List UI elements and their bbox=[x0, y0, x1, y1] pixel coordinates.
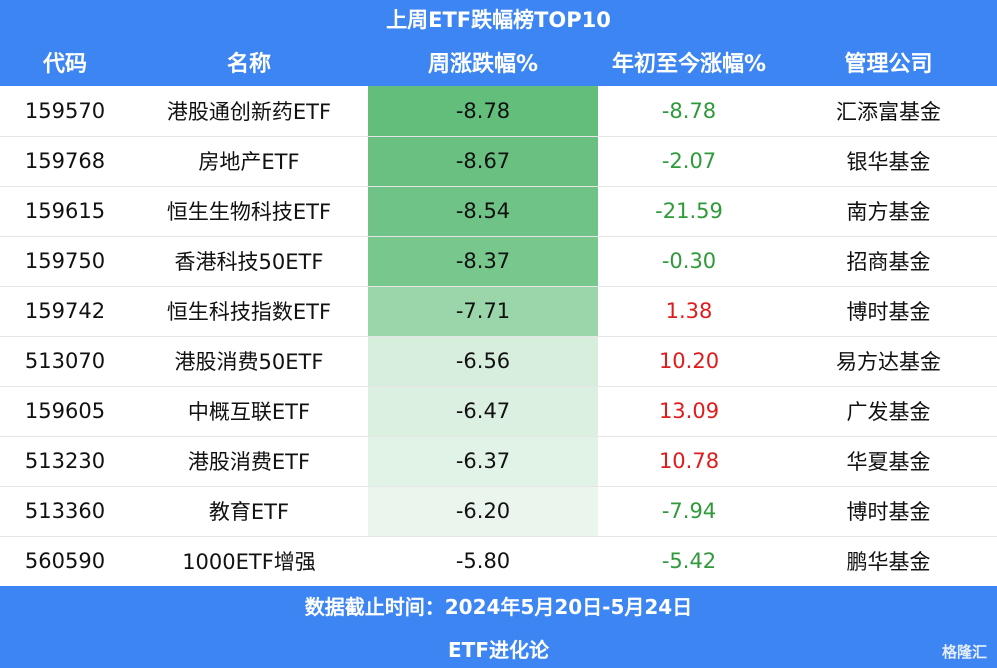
manager: 易方达基金 bbox=[836, 350, 941, 374]
row-separator bbox=[0, 286, 997, 287]
weekly-change: -8.67 bbox=[368, 136, 598, 186]
fund-name: 港股消费ETF bbox=[187, 450, 311, 474]
manager: 广发基金 bbox=[846, 400, 931, 424]
manager: 博时基金 bbox=[846, 500, 931, 524]
title-bar: 上周ETF跌幅榜TOP10 bbox=[0, 0, 997, 38]
manager: 招商基金 bbox=[846, 250, 931, 274]
manager: 银华基金 bbox=[846, 150, 931, 174]
column-header: 代码 bbox=[42, 52, 87, 77]
manager: 汇添富基金 bbox=[836, 100, 941, 124]
fund-name: 港股通创新药ETF bbox=[166, 100, 332, 124]
fund-code: 159768 bbox=[24, 149, 106, 173]
ytd-change: 10.20 bbox=[658, 349, 720, 373]
fund-name: 教育ETF bbox=[208, 500, 290, 524]
header-row bbox=[0, 38, 997, 86]
fund-code: 513070 bbox=[24, 349, 106, 373]
weekly-change: -8.54 bbox=[368, 186, 598, 236]
footer-source: ETF进化论 bbox=[448, 638, 549, 662]
weekly-change: -6.37 bbox=[368, 436, 598, 486]
row-separator bbox=[0, 386, 997, 387]
row-separator bbox=[0, 236, 997, 237]
fund-code: 560590 bbox=[24, 549, 106, 573]
manager: 华夏基金 bbox=[846, 450, 931, 474]
row-separator bbox=[0, 486, 997, 487]
weekly-change: -5.80 bbox=[368, 536, 598, 586]
fund-name: 1000ETF增强 bbox=[182, 550, 316, 574]
row-separator bbox=[0, 336, 997, 337]
ytd-change: -7.94 bbox=[661, 499, 717, 523]
column-header: 管理公司 bbox=[844, 52, 933, 77]
weekly-change: -6.20 bbox=[368, 486, 598, 536]
watermark: 格隆汇 bbox=[941, 643, 987, 661]
ytd-change: 13.09 bbox=[658, 399, 720, 423]
manager: 鹏华基金 bbox=[846, 550, 931, 574]
column-header: 周涨跌幅% bbox=[427, 52, 539, 77]
fund-code: 513230 bbox=[24, 449, 106, 473]
title: 上周ETF跌幅榜TOP10 bbox=[386, 8, 611, 32]
manager: 南方基金 bbox=[846, 200, 931, 224]
footer-date: 数据截止时间：2024年5月20日-5月24日 bbox=[304, 595, 693, 619]
fund-code: 159742 bbox=[24, 299, 106, 323]
weekly-change: -6.47 bbox=[368, 386, 598, 436]
manager: 博时基金 bbox=[846, 300, 931, 324]
fund-code: 159750 bbox=[24, 249, 106, 273]
ytd-change: 1.38 bbox=[665, 299, 713, 323]
fund-name: 房地产ETF bbox=[198, 150, 300, 174]
fund-name: 香港科技50ETF bbox=[174, 250, 324, 274]
fund-name: 恒生科技指数ETF bbox=[166, 300, 332, 324]
fund-code: 159615 bbox=[24, 199, 106, 223]
weekly-change: -8.37 bbox=[368, 236, 598, 286]
fund-code: 159605 bbox=[24, 399, 106, 423]
row-separator bbox=[0, 436, 997, 437]
ytd-change: -8.78 bbox=[661, 99, 717, 123]
fund-name: 港股消费50ETF bbox=[174, 350, 324, 374]
fund-name: 中概互联ETF bbox=[187, 400, 311, 424]
ytd-change: 10.78 bbox=[658, 449, 720, 473]
weekly-change: -6.56 bbox=[368, 336, 598, 386]
weekly-change: -8.78 bbox=[368, 86, 598, 136]
row-separator bbox=[0, 136, 997, 137]
ytd-change: -5.42 bbox=[661, 549, 717, 573]
row-separator bbox=[0, 536, 997, 537]
fund-name: 恒生生物科技ETF bbox=[166, 200, 332, 224]
ytd-change: -21.59 bbox=[655, 199, 723, 223]
column-header: 年初至今涨幅% bbox=[611, 52, 767, 77]
column-header: 名称 bbox=[226, 52, 271, 77]
ytd-change: -2.07 bbox=[661, 149, 717, 173]
row-separator bbox=[0, 186, 997, 187]
fund-code: 513360 bbox=[24, 499, 106, 523]
fund-code: 159570 bbox=[24, 99, 106, 123]
ytd-change: -0.30 bbox=[661, 249, 717, 273]
weekly-change: -7.71 bbox=[368, 286, 598, 336]
footer: 数据截止时间：2024年5月20日-5月24日 ETF进化论 bbox=[0, 586, 997, 668]
